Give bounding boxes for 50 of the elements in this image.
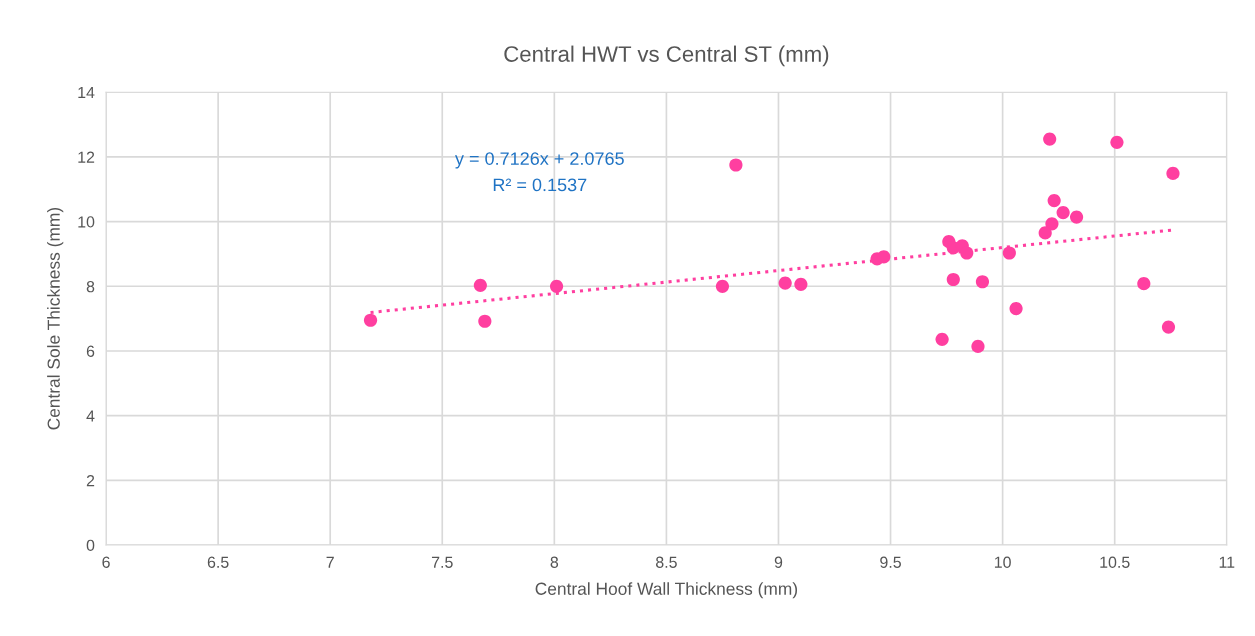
x-tick-label: 8 — [550, 556, 559, 568]
point — [1045, 217, 1059, 231]
x-tick-label: 10.5 — [1100, 556, 1130, 568]
y-tick-label: 2 — [86, 475, 95, 487]
point — [478, 314, 492, 328]
x-tick-label: 7.5 — [431, 556, 453, 568]
x-tick-label: 6.5 — [207, 556, 229, 568]
point — [1161, 320, 1176, 334]
point — [1047, 193, 1061, 208]
point — [1070, 210, 1084, 224]
x-tick-label: 6 — [102, 556, 110, 568]
annotation: y = 0.7126x + 2.0765 — [454, 152, 624, 169]
point — [1009, 302, 1023, 316]
point — [549, 279, 564, 293]
x-tick-label: 8.5 — [656, 556, 677, 568]
y-tick-label: 6 — [86, 345, 95, 357]
y-tick-label: 12 — [78, 151, 95, 163]
point — [946, 272, 960, 287]
chart-title: Central HWT vs Central ST (mm) — [504, 45, 829, 67]
x-tick-label: 9.5 — [880, 556, 901, 568]
y-tick-label: 14 — [78, 87, 95, 99]
point — [1002, 246, 1016, 260]
point — [794, 277, 808, 291]
point — [1137, 277, 1151, 291]
y-tick-label: 4 — [86, 410, 95, 422]
point — [715, 279, 730, 293]
point — [1043, 132, 1057, 146]
point — [1038, 226, 1052, 240]
point — [473, 278, 487, 292]
point — [363, 313, 378, 327]
x-tick-label: 11 — [1219, 556, 1235, 568]
y-tick-label: 0 — [86, 539, 95, 551]
point — [971, 339, 985, 354]
point — [877, 250, 891, 264]
x-tick-label: 10 — [994, 556, 1011, 568]
point — [1166, 166, 1180, 180]
x-tick-label: 7 — [326, 556, 334, 568]
point — [1056, 205, 1070, 220]
x-axis-title: Central Hoof Wall Thickness (mm) — [535, 582, 798, 599]
y-axis-title: Central Sole Thickness (mm) — [47, 207, 64, 430]
x-tick-label: 9 — [774, 556, 783, 568]
point — [729, 158, 743, 172]
point — [1110, 135, 1124, 149]
point — [778, 276, 792, 290]
point — [960, 246, 974, 260]
y-tick-label: 10 — [78, 216, 95, 228]
point — [975, 275, 990, 289]
annotation: R² = 0.1537 — [493, 178, 587, 192]
point — [935, 332, 949, 346]
y-tick-label: 8 — [86, 280, 95, 293]
